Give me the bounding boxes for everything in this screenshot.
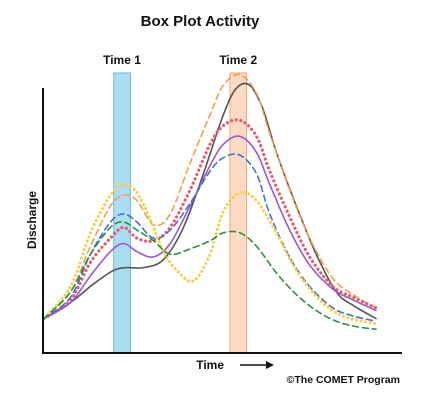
x-axis-label: Time (196, 358, 224, 372)
axes (42, 88, 402, 354)
series-line-6 (42, 183, 378, 326)
series-line-3 (42, 118, 378, 321)
time-arrow-icon (266, 361, 274, 369)
series-line-2 (43, 73, 377, 320)
copyright-credit: ©The COMET Program (287, 374, 400, 386)
time-band-label-1: Time 1 (103, 53, 141, 67)
series-line-1 (43, 82, 377, 320)
chart-title: Box Plot Activity (141, 13, 260, 30)
series-line-7 (43, 221, 377, 331)
time-band-label-2: Time 2 (219, 53, 257, 67)
series-line-5 (43, 153, 377, 322)
series-line-4 (43, 135, 377, 320)
x-axis-title: Time (196, 358, 274, 372)
y-axis-label: Discharge (25, 191, 39, 249)
time-bands: Time 1 Time 2 (103, 53, 257, 354)
series-lines (42, 73, 378, 331)
time-band-2 (229, 72, 248, 354)
time-band-1 (113, 72, 131, 354)
